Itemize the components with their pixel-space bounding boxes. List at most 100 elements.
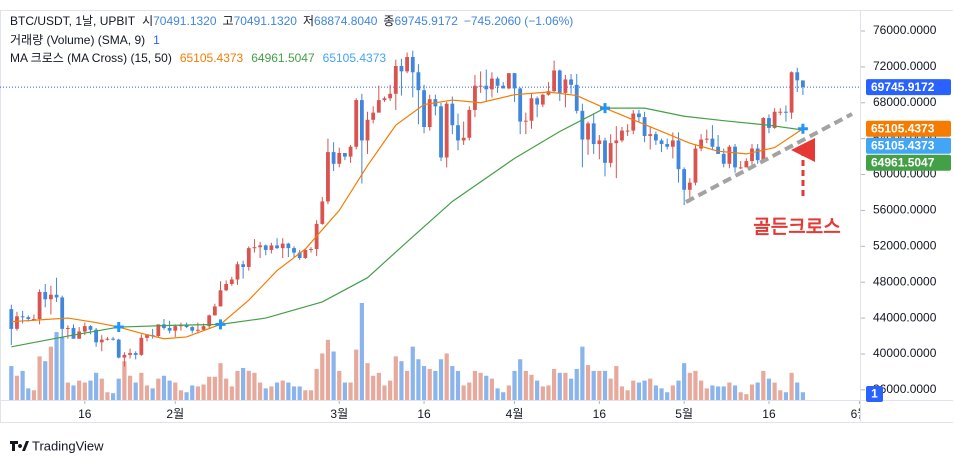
- candle-body: [405, 57, 410, 72]
- candle-body: [116, 339, 121, 358]
- volume-bar: [557, 372, 562, 400]
- volume-bar: [37, 356, 42, 400]
- y-tick-label: 52000.0000: [873, 238, 937, 252]
- volume-bar: [682, 363, 687, 400]
- volume-bar: [71, 385, 76, 400]
- volume-bar: [602, 370, 608, 400]
- volume-bar: [795, 382, 800, 400]
- candle-body: [212, 306, 217, 316]
- volume-bar: [410, 346, 415, 400]
- ma-line: [11, 107, 803, 348]
- volume-bar: [755, 382, 760, 400]
- volume-bar: [529, 374, 534, 400]
- volume-bar: [77, 380, 82, 400]
- price-badge: [866, 137, 951, 154]
- volume-bar: [619, 386, 625, 400]
- candle-body: [699, 139, 704, 149]
- volume-bar: [354, 349, 359, 400]
- volume-bar: [568, 378, 574, 400]
- candle-body: [32, 318, 36, 320]
- volume-bar: [670, 385, 675, 400]
- legend-ohlc-value: 70491.1320: [234, 14, 298, 28]
- candle-body: [523, 120, 528, 122]
- volume-bar: [438, 359, 444, 400]
- volume-bar: [286, 382, 291, 400]
- price-badge-label: 65105.4373: [871, 138, 935, 152]
- candle-body: [631, 113, 636, 131]
- candle-body: [207, 315, 212, 327]
- volume-bar: [173, 382, 178, 400]
- volume-bar: [506, 385, 511, 400]
- candle-body: [82, 326, 87, 332]
- candle-body: [348, 146, 353, 157]
- candle-body: [478, 85, 483, 87]
- volume-bar: [704, 388, 709, 400]
- price-badge-label: 69745.9172: [871, 80, 935, 94]
- volume-bar: [427, 368, 432, 400]
- volume-bar: [580, 346, 585, 400]
- candle-body: [552, 70, 557, 92]
- volume-bar: [291, 386, 297, 400]
- cross-marker: [599, 103, 610, 114]
- candle-body: [54, 294, 59, 298]
- volume-bar: [229, 386, 234, 400]
- candle-body: [778, 111, 783, 113]
- volume-bar: [433, 370, 438, 400]
- volume-bar: [20, 370, 25, 400]
- candle-body: [501, 85, 506, 89]
- volume-bar: [597, 370, 602, 400]
- volume-bar: [478, 372, 483, 400]
- legend: BTC/USDT, 1날, UPBIT 시70491.1320 고70491.132…: [10, 14, 573, 65]
- volume-bar: [484, 375, 489, 400]
- y-axis: 76000.000072000.000068000.000064000.0000…: [861, 23, 951, 402]
- candle-body: [733, 146, 737, 168]
- candle-body: [331, 152, 336, 164]
- candle-body: [252, 247, 257, 249]
- candle-body: [574, 84, 579, 111]
- candle-body: [303, 249, 308, 258]
- candle-body: [704, 138, 709, 140]
- candle-body: [738, 167, 743, 169]
- candle-body: [326, 152, 330, 202]
- candle-body: [229, 279, 234, 284]
- x-tick-label: 5월: [675, 407, 693, 421]
- volume-bar: [665, 392, 670, 400]
- candle-body: [467, 109, 472, 138]
- candle-body: [665, 144, 670, 147]
- candle-body: [693, 148, 698, 183]
- volume-bar: [399, 361, 404, 400]
- volume-bar: [489, 378, 495, 400]
- volume-bar: [631, 380, 636, 400]
- volume-bar: [139, 372, 144, 400]
- volume-bar: [636, 382, 642, 400]
- candle-body: [71, 327, 76, 339]
- candle-body: [105, 338, 110, 340]
- candle-body: [246, 248, 251, 267]
- candle-body: [337, 153, 342, 164]
- volume-bar: [574, 368, 579, 400]
- volume-bar: [376, 372, 381, 400]
- volume-bar: [331, 351, 336, 400]
- volume-bar: [218, 363, 223, 400]
- volume-bar: [94, 372, 99, 400]
- candle-body: [450, 103, 455, 126]
- candle-body: [495, 78, 500, 86]
- volume-bar: [195, 386, 200, 400]
- candle-body: [111, 338, 115, 340]
- candle-body: [410, 57, 415, 73]
- candle-body: [540, 94, 545, 105]
- candle-body: [382, 98, 387, 101]
- price-badge-label: 64961.5047: [871, 155, 935, 169]
- volume-bar: [88, 380, 93, 400]
- cross-marker: [797, 123, 808, 134]
- candle-body: [529, 98, 534, 121]
- volume-bar: [274, 382, 280, 400]
- candle-body: [376, 100, 381, 113]
- candle-body: [659, 140, 664, 145]
- candle-body: [343, 153, 347, 157]
- volume-bar: [501, 392, 506, 400]
- candle-body: [201, 326, 206, 330]
- legend-ohlc-key: 종: [383, 14, 394, 28]
- volume-bar: [738, 392, 743, 400]
- candle-body: [750, 148, 754, 162]
